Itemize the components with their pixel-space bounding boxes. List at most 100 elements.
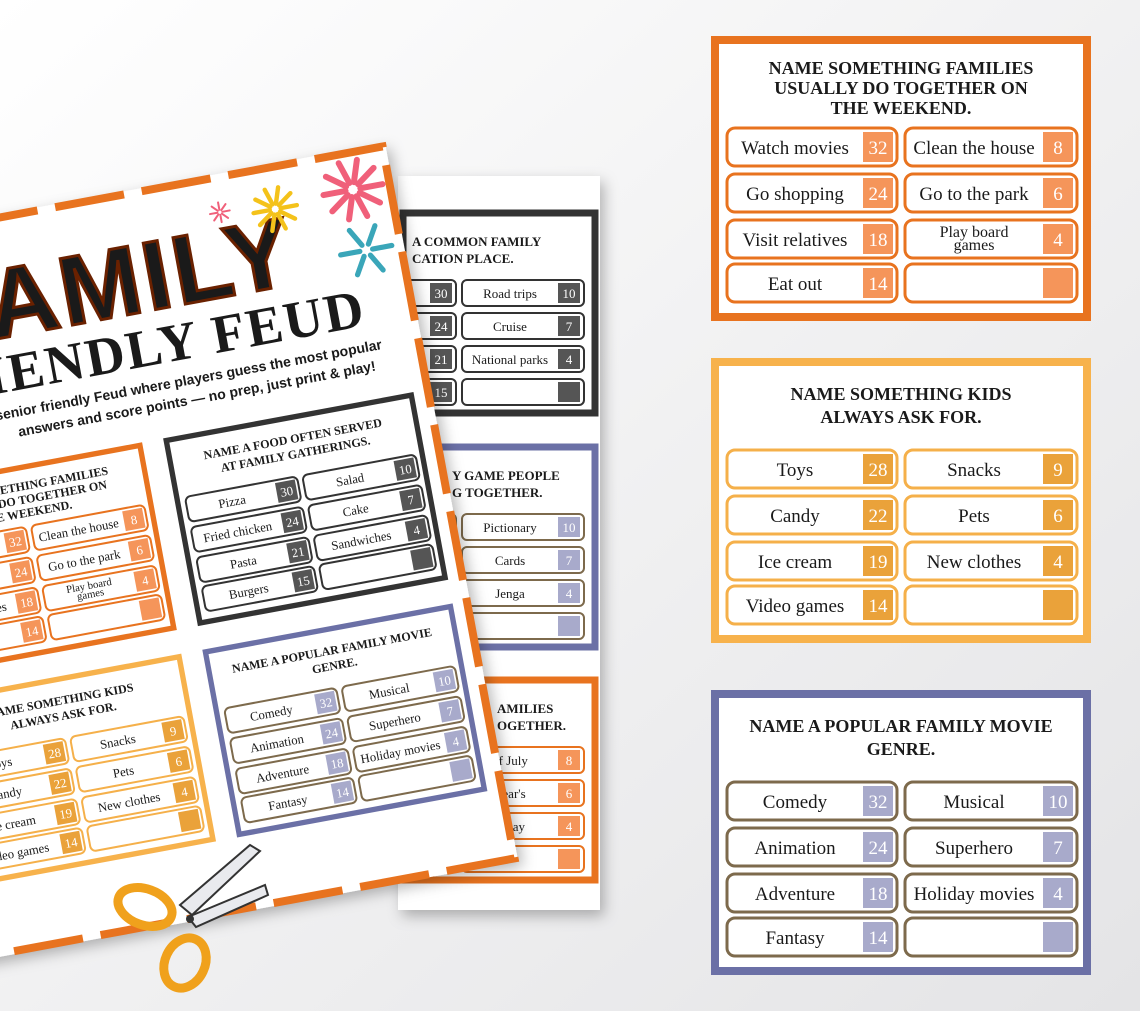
answer: Cruise [493, 319, 527, 334]
question: USUALLY DO TOGETHER ON [774, 78, 1028, 98]
answer-slot [725, 172, 899, 214]
answer-slot [201, 565, 319, 612]
answer-slot [0, 587, 42, 634]
answer-slot [307, 484, 426, 531]
question: GENRE. [867, 739, 936, 759]
firework-ray [350, 156, 360, 186]
points: 18 [19, 595, 34, 611]
answer: Clean the house [913, 138, 1034, 159]
points-box [432, 668, 457, 693]
answer-slot [0, 526, 31, 573]
points: 15 [435, 385, 448, 400]
answer-slot [903, 584, 1079, 626]
points: 32 [869, 792, 888, 813]
answer-line: Play board [940, 224, 1009, 241]
points-box [863, 500, 893, 530]
points: 10 [1049, 792, 1068, 813]
points-box [1043, 224, 1073, 254]
points: 18 [869, 884, 888, 905]
question: CATION PLACE. [412, 251, 514, 266]
points: 28 [869, 460, 888, 481]
answer-slot [341, 665, 460, 712]
answer: Pictionary [483, 520, 537, 535]
answer-slot [725, 448, 899, 490]
answer-slot [725, 262, 899, 304]
answer-slot [725, 916, 899, 958]
answer: Adventure [755, 884, 835, 905]
answer-slot [223, 687, 341, 734]
points-box [558, 816, 580, 836]
answer-line: games [76, 586, 105, 603]
answer-slot [357, 755, 477, 802]
points-box [863, 786, 893, 816]
points: 9 [169, 724, 178, 739]
answer-slot [725, 780, 899, 822]
firework-ray [322, 173, 350, 190]
answer: Pets [112, 763, 135, 781]
points-box [122, 507, 146, 532]
firework-ray [217, 201, 221, 211]
answer: Animation [754, 838, 836, 859]
question: Y GAME PEOPLE [452, 468, 560, 483]
firework-ray [210, 205, 219, 212]
points-box [558, 283, 580, 303]
answer-slot [903, 494, 1079, 536]
points-box [393, 457, 417, 481]
points-box [1043, 268, 1073, 298]
points: 7 [1053, 838, 1063, 859]
question: ALWAYS ASK FOR. [820, 407, 981, 427]
answer-slot [69, 715, 189, 763]
answer-slot [235, 748, 353, 795]
answer: Cards [495, 553, 525, 568]
points-box [430, 316, 452, 336]
points-box [59, 830, 83, 855]
firework-ray [335, 160, 353, 187]
points-box [54, 801, 78, 826]
firework-ray [346, 227, 365, 248]
points-box [1043, 922, 1073, 952]
points-box [443, 729, 468, 753]
points-box [430, 349, 452, 369]
firework-ray [338, 248, 363, 258]
firework-ray [273, 185, 281, 206]
firework-ray [367, 252, 386, 273]
points-box [410, 547, 434, 571]
answer-slot [0, 827, 87, 874]
answer-slot [0, 768, 76, 815]
answer-slot [184, 476, 302, 523]
points-box [558, 316, 580, 336]
points-box [1043, 178, 1073, 208]
points-box [558, 583, 580, 603]
answer-slot [190, 506, 308, 553]
firework-ray [219, 213, 223, 224]
answer: Watch movies [741, 138, 849, 159]
points-box [863, 268, 893, 298]
answer-slot [725, 872, 899, 914]
firework-ray [370, 242, 395, 252]
firework-ray [270, 212, 277, 234]
points-box [863, 178, 893, 208]
blade [186, 883, 270, 929]
question: THE WEEKEND. [831, 98, 972, 118]
points: 18 [869, 230, 888, 251]
points: 14 [335, 785, 351, 801]
points-box [166, 749, 191, 773]
points: 10 [563, 520, 576, 535]
points-box [438, 699, 462, 723]
points-box [1043, 786, 1073, 816]
points-box [3, 529, 28, 554]
points-box [449, 758, 473, 782]
points: 8 [130, 513, 139, 528]
points-box [319, 721, 344, 745]
handle [159, 933, 211, 993]
firework-ray [277, 209, 298, 221]
answer-slot [240, 777, 358, 824]
points: 21 [291, 544, 306, 560]
points: 4 [566, 586, 573, 601]
points: 8 [566, 753, 573, 768]
answer-slot [903, 126, 1079, 168]
